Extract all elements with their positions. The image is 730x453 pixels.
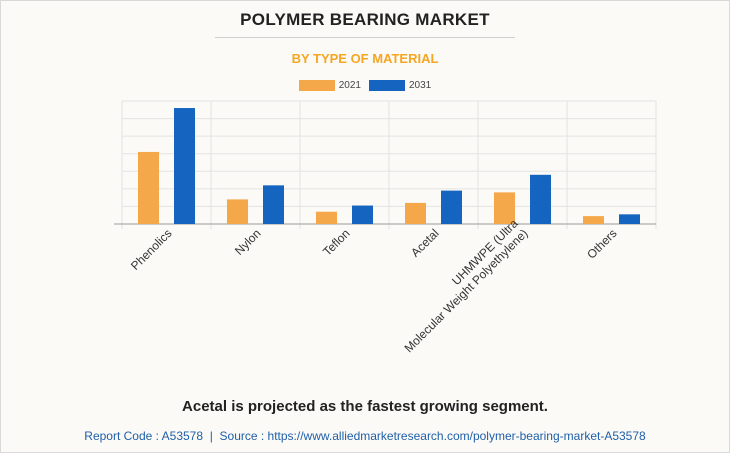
title-divider xyxy=(215,37,515,38)
legend-item-2031: 2031 xyxy=(369,80,431,91)
x-tick-label: Phenolics xyxy=(128,226,175,273)
x-tick-label: Nylon xyxy=(232,226,264,258)
bar-2021-nylon xyxy=(227,199,248,224)
source-separator: | xyxy=(209,429,213,443)
x-tick-label: Teflon xyxy=(320,226,353,259)
bar-2021-phenolics xyxy=(138,151,159,224)
chart-subtitle: BY TYPE OF MATERIAL xyxy=(291,51,439,66)
bar-2031-nylon xyxy=(263,185,284,224)
x-tick-label: UHMWPE (UltraMolecular Weight Polyethyle… xyxy=(392,216,531,355)
chart-footnote: Acetal is projected as the fastest growi… xyxy=(182,398,548,415)
bar-2031-phenolics xyxy=(174,108,195,224)
report-code: Report Code : A53578 xyxy=(84,429,204,443)
source-line: Report Code : A53578 | Source : https://… xyxy=(0,429,730,443)
chart-title: POLYMER BEARING MARKET xyxy=(240,10,490,29)
source-url: Source : https://www.alliedmarketresearc… xyxy=(219,429,646,443)
legend: 2021 2031 xyxy=(0,80,730,91)
bar-2021-acetal xyxy=(405,202,426,224)
bar-2031-acetal xyxy=(441,190,462,224)
x-tick-label: Others xyxy=(584,226,619,261)
x-tick-label: Acetal xyxy=(408,226,441,259)
legend-swatch-2031 xyxy=(369,80,405,91)
bar-2021-others xyxy=(583,216,604,224)
bar-2021-teflon xyxy=(316,211,337,224)
legend-label-2031: 2031 xyxy=(409,80,432,91)
bar-2031-teflon xyxy=(352,205,373,224)
bar-2031-others xyxy=(619,214,640,224)
bar-2021-uhmwpe xyxy=(494,192,515,224)
legend-item-2021: 2021 xyxy=(298,80,361,91)
legend-label-2021: 2021 xyxy=(338,80,361,91)
legend-swatch-2021 xyxy=(298,80,335,91)
bar-2031-uhmwpe xyxy=(530,174,551,224)
